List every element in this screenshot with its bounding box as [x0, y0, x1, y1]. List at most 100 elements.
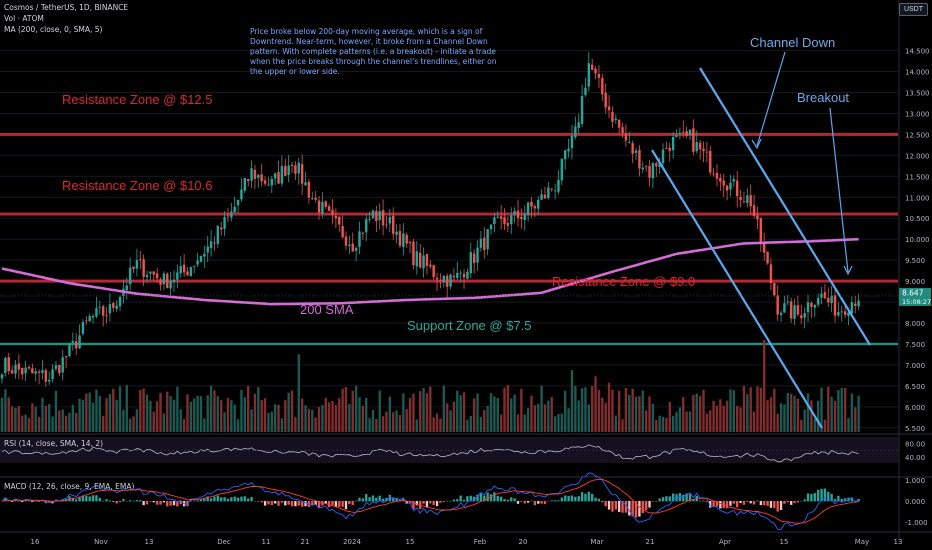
candle-body [149, 271, 152, 274]
volume-bar [793, 395, 796, 432]
macd-histogram-bar [604, 501, 607, 507]
macd-histogram-bar [27, 500, 31, 502]
volume-bar [442, 385, 445, 432]
macd-histogram-bar [358, 497, 361, 502]
x-tick-label: 21 [301, 538, 310, 546]
volume-bar [270, 411, 273, 432]
volume-bar [722, 405, 725, 432]
volume-legend[interactable]: Vol · ATOM [4, 14, 44, 23]
candle-body [317, 200, 321, 213]
macd-histogram-bar [614, 501, 617, 510]
volume-bar [81, 399, 85, 432]
volume-bar [172, 399, 176, 432]
candle-body [769, 264, 773, 284]
macd-histogram-bar [439, 501, 442, 503]
candle-body [638, 149, 641, 169]
volume-bar [179, 409, 182, 432]
macd-histogram-bar [166, 501, 169, 507]
macd-histogram-bar [577, 496, 580, 502]
volume-bar [216, 396, 220, 432]
macd-histogram-bar [503, 499, 506, 502]
volume-bar [27, 418, 31, 432]
volume-bar [435, 413, 439, 432]
volume-bar [193, 398, 196, 432]
macd-histogram-bar [155, 501, 159, 505]
volume-bar [344, 386, 348, 432]
macd-histogram-bar [564, 495, 567, 502]
candle-body [105, 314, 108, 316]
volume-bar [54, 390, 58, 432]
macd-histogram-bar [78, 496, 81, 502]
candle-body [95, 308, 98, 317]
volume-bar [725, 400, 729, 432]
candle-body [827, 297, 830, 303]
symbol-legend[interactable]: Cosmos / TetherUS, 1D, BINANCE [4, 3, 129, 12]
volume-bar [402, 393, 405, 432]
volume-bar [479, 416, 483, 432]
volume-bar [837, 389, 840, 432]
currency-badge[interactable]: USDT [898, 3, 928, 16]
volume-bar [786, 393, 789, 432]
volume-bar [331, 400, 334, 432]
volume-bar [203, 418, 206, 432]
candle-body [496, 216, 499, 218]
candle-body [253, 169, 257, 179]
candle-body [61, 357, 64, 373]
volume-bar [415, 419, 419, 432]
current-price-tag [899, 287, 931, 306]
candle-body [577, 122, 580, 129]
candle-body [560, 158, 564, 181]
macd-histogram-bar [601, 501, 604, 503]
macd-histogram-bar [10, 501, 14, 502]
macd-histogram-bar [634, 501, 638, 518]
volume-bar [125, 385, 128, 432]
x-tick-label: 13 [145, 538, 154, 546]
candle-body [847, 312, 850, 317]
candle-body [277, 171, 280, 184]
volume-bar [41, 397, 44, 432]
volume-bar [169, 396, 172, 432]
volume-bar [162, 413, 166, 432]
y-tick-label: 10.500 [905, 215, 930, 223]
macd-histogram-bar [746, 501, 749, 502]
macd-legend[interactable]: MACD (12, 26, close, 9, EMA, EMA) [4, 482, 135, 491]
macd-histogram-bar [682, 494, 685, 502]
candle-body [375, 210, 378, 222]
macd-histogram-bar [317, 501, 321, 508]
volume-bar [810, 400, 813, 432]
macd-histogram-bar [631, 501, 634, 517]
macd-histogram-bar [368, 497, 371, 502]
macd-histogram-bar [311, 501, 314, 506]
candle-body [294, 165, 297, 174]
volume-bar [459, 395, 462, 432]
candle-body [857, 300, 860, 307]
volume-bar [405, 409, 408, 432]
candle-body [587, 63, 591, 87]
volume-bar [466, 419, 469, 432]
ma-legend[interactable]: MA (200, close, 0, SMA, 5) [4, 25, 103, 34]
resistance-level-line [0, 212, 898, 216]
y-tick-label: 7.500 [905, 341, 925, 349]
candle-body [152, 271, 155, 275]
volume-bar [854, 407, 857, 432]
candle-body [850, 302, 854, 314]
candle-body [81, 322, 85, 334]
volume-bar [101, 415, 105, 432]
volume-bar [719, 399, 722, 432]
rsi-legend[interactable]: RSI (14, close, SMA, 14, 2) [4, 439, 104, 448]
volume-bar [429, 386, 432, 432]
candle-body [779, 312, 783, 315]
macd-histogram-bar [230, 497, 233, 502]
resistance-level-line [0, 132, 898, 136]
rsi-panel: 80.00 40.00 [0, 433, 932, 463]
candle-body [472, 253, 476, 263]
y-tick-label: 11.500 [905, 173, 930, 181]
macd-histogram-bar [290, 501, 294, 507]
macd-histogram-bar [854, 500, 857, 502]
macd-histogram-bar [351, 501, 354, 505]
candle-body [783, 303, 786, 313]
macd-histogram-bar [617, 501, 621, 512]
candle-body [668, 147, 671, 151]
macd-histogram-bar [736, 501, 739, 508]
